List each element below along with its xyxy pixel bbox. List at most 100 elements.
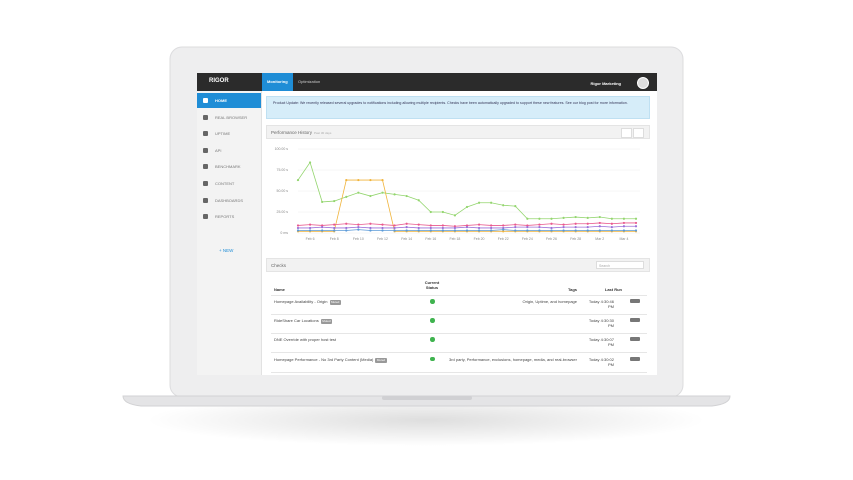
tab[interactable]: Optimization xyxy=(298,79,321,84)
download-button[interactable] xyxy=(621,128,632,138)
x-tick-label: Feb 14 xyxy=(401,237,412,241)
check-name-text[interactable]: DNE Override with proper host test xyxy=(274,337,337,343)
nav-item[interactable]: CONTENT xyxy=(215,181,235,186)
nav-icon xyxy=(203,131,208,137)
data-point xyxy=(369,178,372,182)
data-point xyxy=(490,201,493,204)
data-point xyxy=(634,221,638,225)
data-point xyxy=(381,226,384,230)
data-point xyxy=(586,216,589,219)
nav-icon xyxy=(203,181,208,186)
data-point xyxy=(321,229,324,232)
data-point xyxy=(526,226,529,229)
nav-item[interactable]: HOME xyxy=(197,93,261,108)
data-point xyxy=(634,217,638,220)
check-name[interactable]: RideShare Car Locations Muted xyxy=(274,318,414,325)
check-name-text[interactable]: Homepage Performance - No 3rd Party Cont… xyxy=(274,356,374,362)
data-point xyxy=(634,225,638,228)
data-point xyxy=(477,226,481,230)
data-point xyxy=(393,229,396,232)
screen: RIGOR Monitoring Optimization Rigor Mark… xyxy=(197,73,657,375)
x-tick-label: Feb 28 xyxy=(570,237,581,241)
data-point xyxy=(550,226,553,230)
last-run: Today 4:30:30 PM xyxy=(588,318,614,329)
x-tick-label: Feb 8 xyxy=(330,237,339,241)
nav-item[interactable]: REPORTS xyxy=(215,214,235,220)
data-point xyxy=(393,224,396,227)
data-point xyxy=(441,224,444,227)
data-point xyxy=(357,178,360,182)
data-point xyxy=(296,226,300,230)
data-point xyxy=(622,225,626,228)
data-point xyxy=(526,224,529,227)
data-point xyxy=(490,229,493,232)
x-tick-label: Feb 20 xyxy=(474,237,485,241)
data-point xyxy=(514,226,517,229)
data-point xyxy=(308,223,312,226)
data-point xyxy=(562,223,565,226)
data-point xyxy=(574,222,577,225)
nav-item[interactable]: BENCHMARK xyxy=(215,164,241,170)
row-actions[interactable] xyxy=(630,318,640,323)
y-tick-label: 0 ms xyxy=(280,231,288,235)
row-divider xyxy=(271,352,647,354)
data-point xyxy=(538,229,541,232)
search-input[interactable]: Search xyxy=(596,261,644,269)
data-point xyxy=(441,210,444,214)
x-tick-label: Mar 4 xyxy=(619,237,628,241)
row-actions[interactable] xyxy=(630,337,640,342)
data-point xyxy=(477,223,481,226)
data-point xyxy=(381,191,384,194)
row-actions[interactable] xyxy=(630,356,640,361)
data-point xyxy=(550,217,553,220)
status-ok xyxy=(430,337,435,342)
row-divider xyxy=(271,333,647,335)
data-point xyxy=(381,178,384,182)
account[interactable]: Rigor Marketing xyxy=(590,81,621,86)
nav-item[interactable]: REAL BROWSER xyxy=(215,114,248,120)
tab[interactable]: Monitoring xyxy=(262,73,293,91)
data-point xyxy=(562,226,565,229)
row-actions[interactable] xyxy=(630,299,640,303)
nav-item[interactable]: DASHBOARDS xyxy=(215,197,244,203)
data-point xyxy=(296,229,300,232)
data-point xyxy=(369,229,372,232)
row-divider xyxy=(271,295,647,296)
x-tick-label: Feb 24 xyxy=(522,237,533,241)
data-point xyxy=(598,221,601,225)
data-point xyxy=(453,226,457,230)
data-point xyxy=(453,225,457,228)
data-point xyxy=(296,224,300,227)
avatar[interactable] xyxy=(637,77,649,89)
new-button[interactable]: + NEW xyxy=(219,248,234,253)
x-tick-label: Feb 12 xyxy=(377,237,388,241)
check-name[interactable]: DNE Override with proper host test xyxy=(274,337,414,342)
data-point xyxy=(502,228,505,231)
badge: Muted xyxy=(320,319,333,325)
data-point xyxy=(622,229,626,232)
check-name-text[interactable]: RideShare Car Locations xyxy=(274,318,319,324)
data-point xyxy=(538,223,541,226)
data-point xyxy=(465,205,469,209)
data-point xyxy=(405,229,408,232)
checks-table: Name Current Status Tags Last Run Homepage A… xyxy=(197,73,657,375)
nav-item[interactable]: API xyxy=(215,147,222,153)
nav-item[interactable]: UPTIME xyxy=(215,131,231,137)
base xyxy=(122,395,731,407)
data-point xyxy=(490,224,493,227)
data-point xyxy=(502,224,505,227)
check-name[interactable]: Homepage Performance - No 3rd Party Cont… xyxy=(274,357,414,363)
data-point xyxy=(622,217,626,220)
data-point xyxy=(610,229,613,232)
data-point xyxy=(357,223,360,226)
check-name[interactable]: Homepage Availability - Origin Muted xyxy=(274,299,414,305)
check-name-text[interactable]: Homepage Availability - Origin xyxy=(274,299,328,304)
data-point xyxy=(586,229,589,232)
nav-icon xyxy=(203,147,208,153)
data-point xyxy=(345,178,348,182)
settings-button[interactable] xyxy=(633,128,644,138)
data-point xyxy=(514,223,517,226)
data-point xyxy=(333,226,336,230)
data-point xyxy=(333,199,336,203)
data-point xyxy=(405,226,408,229)
